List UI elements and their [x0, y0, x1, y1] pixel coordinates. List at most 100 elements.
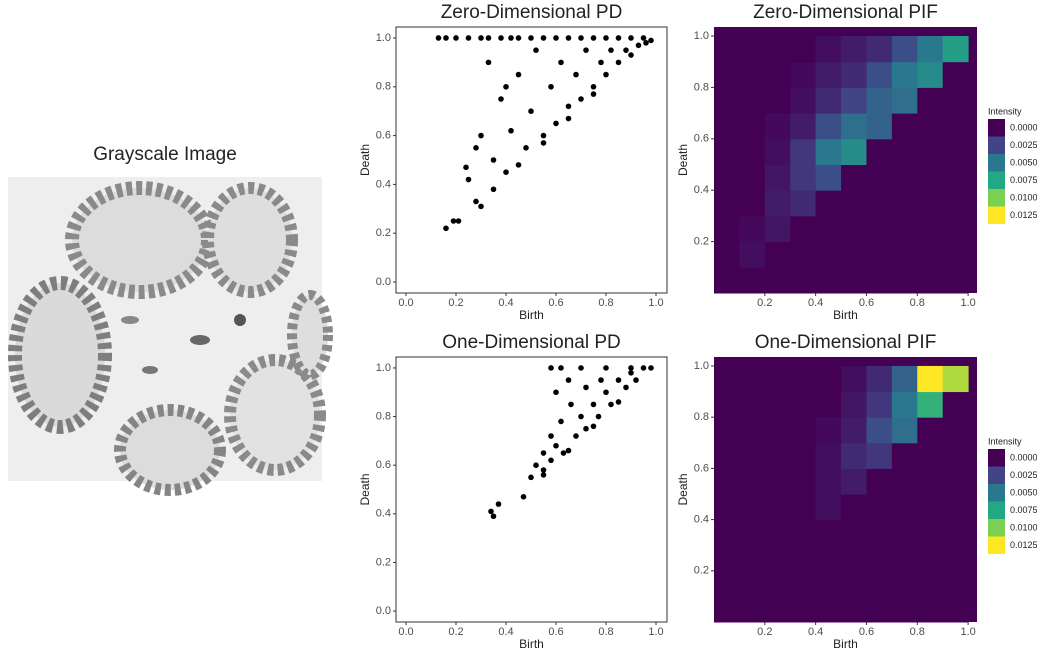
heat-cell — [866, 267, 893, 294]
heat-cell — [942, 35, 969, 63]
heat-cell — [714, 267, 740, 294]
heat-cell — [764, 138, 791, 165]
heat-cell — [917, 241, 944, 268]
point — [628, 35, 634, 41]
heat-cell — [891, 164, 918, 191]
legend-swatch — [988, 466, 1005, 484]
x-tick-label: 1.0 — [648, 297, 663, 309]
heat-cell — [815, 519, 842, 546]
point — [603, 71, 609, 78]
heat-cell — [917, 468, 944, 495]
point — [490, 157, 497, 163]
x-tick-label: 0.8 — [598, 297, 613, 309]
point — [573, 433, 579, 439]
legend-label: 0.0050 — [1010, 157, 1037, 167]
y-tick-label: 1.0 — [694, 30, 709, 42]
legend-label: 0.0000 — [1010, 452, 1037, 462]
x-tick-label: 0.4 — [808, 626, 823, 638]
point — [640, 35, 647, 41]
y-tick-label: 1.0 — [376, 32, 391, 44]
heat-cell — [942, 417, 969, 444]
heat-cell — [942, 138, 969, 165]
point — [623, 384, 629, 391]
heat-cell — [790, 138, 817, 165]
heat-cell — [714, 87, 740, 114]
x-tick-label: 0.6 — [548, 626, 563, 638]
heat-cell — [739, 545, 766, 572]
legend-label: 0.0125 — [1010, 540, 1037, 550]
heat-cell — [815, 545, 842, 572]
x-tick-label: 0.6 — [859, 297, 874, 309]
y-tick-label: 0.0 — [376, 605, 391, 617]
point — [603, 365, 609, 371]
point — [615, 377, 622, 383]
point — [590, 35, 597, 41]
heat-cell — [739, 61, 766, 88]
heat-cell — [790, 442, 817, 469]
heat-cell — [790, 545, 817, 572]
heat-cell — [841, 570, 867, 597]
point — [553, 442, 559, 449]
heat-cell — [841, 545, 867, 572]
heat-cell — [841, 113, 867, 140]
point — [648, 37, 654, 44]
heat-cell — [714, 468, 740, 495]
heat-cell — [841, 468, 867, 495]
heat-cell — [714, 215, 740, 243]
point — [583, 425, 589, 432]
heat-cell — [764, 468, 791, 495]
heat-cell — [917, 545, 944, 572]
y-axis-label: Death — [676, 473, 690, 505]
heat-cell — [866, 164, 893, 191]
heat-cell — [790, 164, 817, 191]
heat-cell — [891, 493, 918, 521]
heat-cell — [714, 138, 740, 165]
heat-cell — [764, 442, 791, 469]
point — [615, 35, 622, 41]
heat-cell — [714, 596, 740, 623]
point — [558, 59, 564, 66]
heat-cell — [841, 215, 867, 243]
point — [565, 115, 572, 122]
heat-cell — [891, 519, 918, 546]
heat-cell — [942, 545, 969, 572]
heat-cell — [917, 164, 944, 191]
heat-cell — [790, 113, 817, 140]
heat-cell — [739, 365, 766, 393]
heat-cell — [942, 190, 969, 217]
heat-cell — [891, 570, 918, 597]
y-axis-label: Death — [358, 473, 372, 505]
point — [515, 35, 522, 41]
heat-cell — [841, 596, 867, 623]
heat-cell — [917, 35, 944, 63]
y-tick-label: 0.6 — [376, 459, 391, 471]
heat-cell — [714, 391, 740, 418]
heat-cell — [764, 267, 791, 294]
point — [463, 164, 469, 171]
heat-cell — [841, 365, 867, 393]
heat-cell — [764, 87, 791, 114]
point — [633, 377, 639, 383]
legend-label: 0.0075 — [1010, 175, 1037, 185]
heat-cell — [790, 417, 817, 444]
point — [640, 365, 647, 371]
heat-cell — [866, 596, 893, 623]
point — [478, 35, 484, 41]
x-tick-label: 0.2 — [448, 297, 463, 309]
chart-title: One-Dimensional PD — [442, 332, 620, 353]
y-tick-label: 0.6 — [694, 133, 709, 145]
point — [473, 144, 479, 151]
heat-cell — [739, 267, 766, 294]
point — [590, 91, 597, 97]
heat-cell — [891, 138, 918, 165]
heat-cell — [891, 35, 918, 63]
point — [478, 132, 484, 139]
heat-cell — [764, 519, 791, 546]
legend-swatch — [988, 154, 1005, 172]
heat-cell — [891, 391, 918, 418]
scatter-panel: Zero-Dimensional PD Birth Death 0.0 0.2 0.4 0.… — [358, 2, 668, 322]
heat-cell — [841, 493, 867, 521]
heat-cell — [891, 190, 918, 217]
heat-cell — [764, 391, 791, 418]
